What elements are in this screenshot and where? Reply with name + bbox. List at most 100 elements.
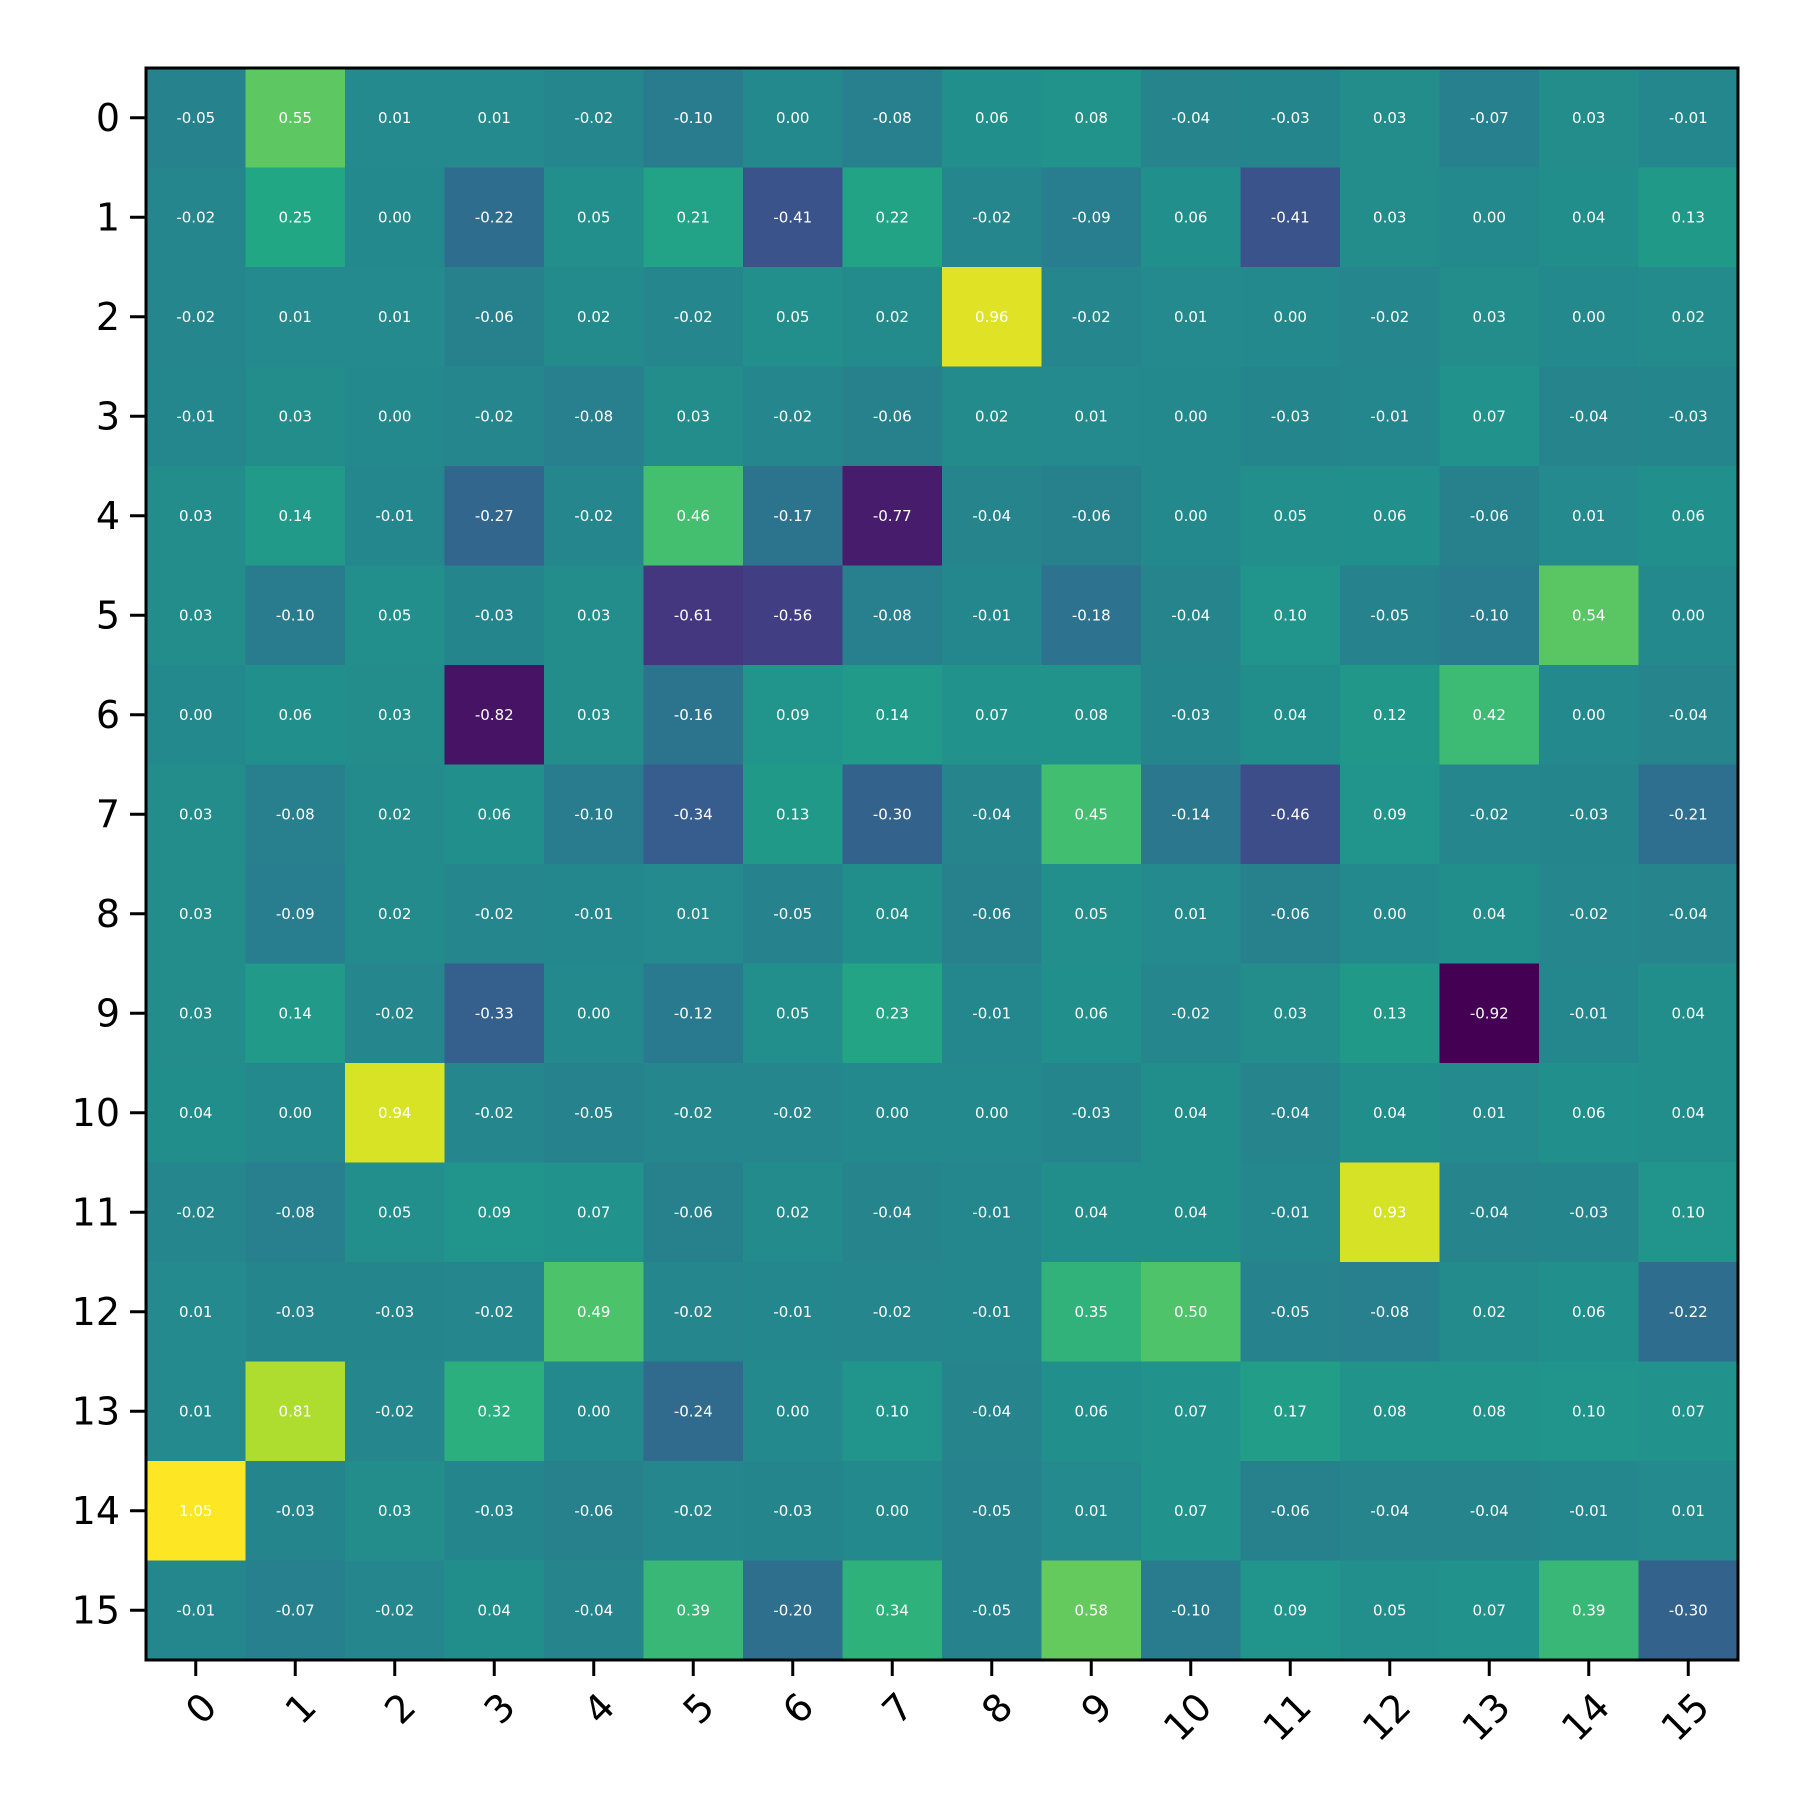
- cell-label-15-14: 0.39: [1572, 1601, 1605, 1619]
- cell-label-3-1: 0.03: [279, 407, 312, 425]
- cell-label-9-3: -0.33: [475, 1004, 514, 1022]
- cell-label-10-8: 0.00: [975, 1104, 1008, 1122]
- cell-label-14-10: 0.07: [1174, 1502, 1207, 1520]
- y-tick-label-12: 12: [72, 1290, 120, 1334]
- cell-label-7-4: -0.10: [574, 805, 613, 823]
- cell-label-9-15: 0.04: [1672, 1004, 1705, 1022]
- cell-label-8-1: -0.09: [276, 905, 315, 923]
- cell-label-1-10: 0.06: [1174, 208, 1207, 226]
- cell-label-15-5: 0.39: [677, 1601, 710, 1619]
- y-tick-label-9: 9: [96, 991, 120, 1035]
- cell-label-14-14: -0.01: [1569, 1502, 1608, 1520]
- cell-label-14-12: -0.04: [1370, 1502, 1409, 1520]
- cell-label-0-15: -0.01: [1669, 109, 1708, 127]
- x-tick-label-7: 7: [874, 1684, 922, 1732]
- cell-label-15-3: 0.04: [478, 1601, 511, 1619]
- cell-label-11-5: -0.06: [674, 1203, 713, 1221]
- cell-label-7-13: -0.02: [1470, 805, 1509, 823]
- cell-label-1-1: 0.25: [279, 208, 312, 226]
- cell-label-2-8: 0.96: [975, 308, 1008, 326]
- cell-label-9-12: 0.13: [1373, 1004, 1406, 1022]
- cell-label-13-5: -0.24: [674, 1402, 713, 1420]
- cell-label-10-2: 0.94: [378, 1104, 411, 1122]
- cell-label-6-0: 0.00: [179, 706, 212, 724]
- cell-label-0-0: -0.05: [176, 109, 215, 127]
- cell-label-12-13: 0.02: [1473, 1303, 1506, 1321]
- cell-label-15-13: 0.07: [1473, 1601, 1506, 1619]
- cell-label-2-6: 0.05: [776, 308, 809, 326]
- cell-label-1-9: -0.09: [1072, 208, 1111, 226]
- cell-label-11-10: 0.04: [1174, 1203, 1207, 1221]
- cell-label-11-13: -0.04: [1470, 1203, 1509, 1221]
- cell-label-4-2: -0.01: [375, 507, 414, 525]
- cell-label-2-14: 0.00: [1572, 308, 1605, 326]
- x-tick-label-11: 11: [1254, 1684, 1319, 1749]
- cell-label-2-1: 0.01: [279, 308, 312, 326]
- cell-label-12-12: -0.08: [1370, 1303, 1409, 1321]
- cell-label-4-7: -0.77: [873, 507, 912, 525]
- cell-label-3-15: -0.03: [1669, 407, 1708, 425]
- cell-label-15-9: 0.58: [1075, 1601, 1108, 1619]
- cell-label-0-1: 0.55: [279, 109, 312, 127]
- cell-label-12-8: -0.01: [972, 1303, 1011, 1321]
- cell-label-5-8: -0.01: [972, 606, 1011, 624]
- cell-label-7-7: -0.30: [873, 805, 912, 823]
- y-tick-label-3: 3: [96, 394, 120, 438]
- cell-label-0-3: 0.01: [478, 109, 511, 127]
- cell-label-7-14: -0.03: [1569, 805, 1608, 823]
- cell-label-7-8: -0.04: [972, 805, 1011, 823]
- cell-label-2-12: -0.02: [1370, 308, 1409, 326]
- x-tick-label-15: 15: [1652, 1684, 1717, 1749]
- y-tick-label-1: 1: [96, 195, 120, 239]
- cell-label-11-11: -0.01: [1271, 1203, 1310, 1221]
- cell-label-8-8: -0.06: [972, 905, 1011, 923]
- cell-label-7-12: 0.09: [1373, 805, 1406, 823]
- cell-label-6-12: 0.12: [1373, 706, 1406, 724]
- cell-label-4-5: 0.46: [677, 507, 710, 525]
- cell-label-6-5: -0.16: [674, 706, 713, 724]
- x-tick-label-10: 10: [1155, 1684, 1220, 1749]
- cell-label-13-11: 0.17: [1274, 1402, 1307, 1420]
- cell-label-15-8: -0.05: [972, 1601, 1011, 1619]
- cell-label-13-9: 0.06: [1075, 1402, 1108, 1420]
- cell-label-6-4: 0.03: [577, 706, 610, 724]
- cell-label-7-2: 0.02: [378, 805, 411, 823]
- cell-label-6-3: -0.82: [475, 706, 514, 724]
- cell-label-1-11: -0.41: [1271, 208, 1310, 226]
- cell-label-9-4: 0.00: [577, 1004, 610, 1022]
- cell-label-4-14: 0.01: [1572, 507, 1605, 525]
- cell-label-12-11: -0.05: [1271, 1303, 1310, 1321]
- cell-label-11-9: 0.04: [1075, 1203, 1108, 1221]
- y-tick-label-10: 10: [72, 1091, 120, 1135]
- cell-label-13-4: 0.00: [577, 1402, 610, 1420]
- cell-label-14-0: 1.05: [179, 1502, 212, 1520]
- x-tick-label-8: 8: [973, 1684, 1021, 1732]
- cell-label-4-1: 0.14: [279, 507, 312, 525]
- cell-label-11-6: 0.02: [776, 1203, 809, 1221]
- cell-label-5-11: 0.10: [1274, 606, 1307, 624]
- cell-label-7-6: 0.13: [776, 805, 809, 823]
- cell-label-9-7: 0.23: [876, 1004, 909, 1022]
- cell-label-9-14: -0.01: [1569, 1004, 1608, 1022]
- x-tick-label-14: 14: [1553, 1684, 1618, 1749]
- cell-label-13-14: 0.10: [1572, 1402, 1605, 1420]
- cell-label-1-7: 0.22: [876, 208, 909, 226]
- cell-label-13-8: -0.04: [972, 1402, 1011, 1420]
- cell-label-12-3: -0.02: [475, 1303, 514, 1321]
- cell-label-4-13: -0.06: [1470, 507, 1509, 525]
- cell-label-15-1: -0.07: [276, 1601, 315, 1619]
- cell-label-10-0: 0.04: [179, 1104, 212, 1122]
- cell-label-14-1: -0.03: [276, 1502, 315, 1520]
- cell-label-8-5: 0.01: [677, 905, 710, 923]
- cell-label-15-11: 0.09: [1274, 1601, 1307, 1619]
- cell-label-5-6: -0.56: [773, 606, 812, 624]
- cell-label-12-1: -0.03: [276, 1303, 315, 1321]
- cell-label-4-10: 0.00: [1174, 507, 1207, 525]
- y-tick-label-5: 5: [96, 593, 120, 637]
- cell-label-13-0: 0.01: [179, 1402, 212, 1420]
- cell-label-10-7: 0.00: [876, 1104, 909, 1122]
- cell-label-0-5: -0.10: [674, 109, 713, 127]
- x-tick-label-0: 0: [177, 1684, 225, 1732]
- cell-label-8-15: -0.04: [1669, 905, 1708, 923]
